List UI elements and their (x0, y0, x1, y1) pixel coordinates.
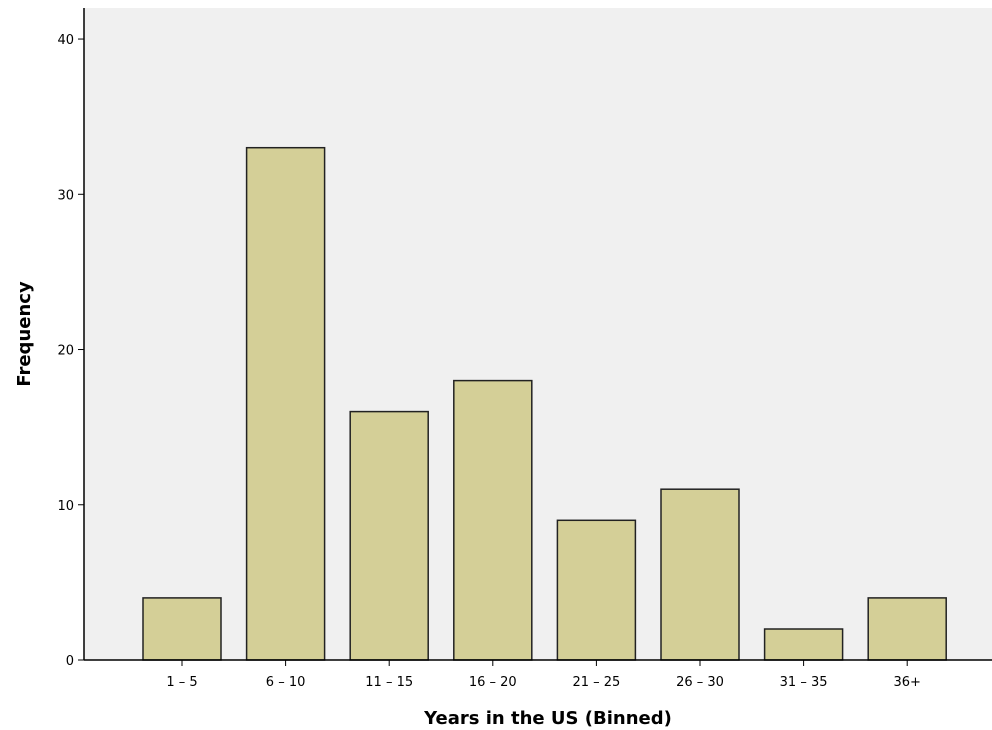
y-tick-label: 0 (66, 654, 74, 669)
bar-5 (660, 488, 740, 661)
x-axis-title: Years in the US (Binned) (423, 708, 672, 729)
bar-6 (763, 628, 844, 661)
y-tick-label: 40 (57, 33, 74, 48)
x-tick-label: 11 – 15 (365, 675, 413, 690)
x-tick-label: 1 – 5 (166, 675, 197, 690)
y-tick-label: 30 (57, 188, 74, 203)
bar-3 (453, 379, 533, 661)
x-axis: 1 – 5 6 – 10 11 – 15 16 – 20 21 – 25 26 – 30 3… (84, 659, 992, 690)
bar-1 (245, 146, 326, 661)
bar-7 (867, 597, 947, 661)
y-axis: 0 10 20 30 40 (57, 8, 85, 669)
x-tick-label: 26 – 30 (676, 675, 724, 690)
plot-area (84, 8, 992, 660)
x-tick-label: 6 – 10 (266, 675, 306, 690)
y-axis-title: Frequency (14, 281, 35, 387)
bar-2 (349, 410, 429, 661)
bar-0 (142, 597, 222, 661)
x-tick-label: 36+ (893, 675, 920, 690)
y-tick-label: 10 (57, 499, 74, 514)
x-tick-label: 16 – 20 (469, 675, 517, 690)
y-tick-label: 20 (57, 344, 74, 359)
x-tick-label: 31 – 35 (780, 675, 828, 690)
x-tick-label: 21 – 25 (572, 675, 620, 690)
bars-group (142, 146, 947, 661)
bar-4 (556, 519, 637, 661)
